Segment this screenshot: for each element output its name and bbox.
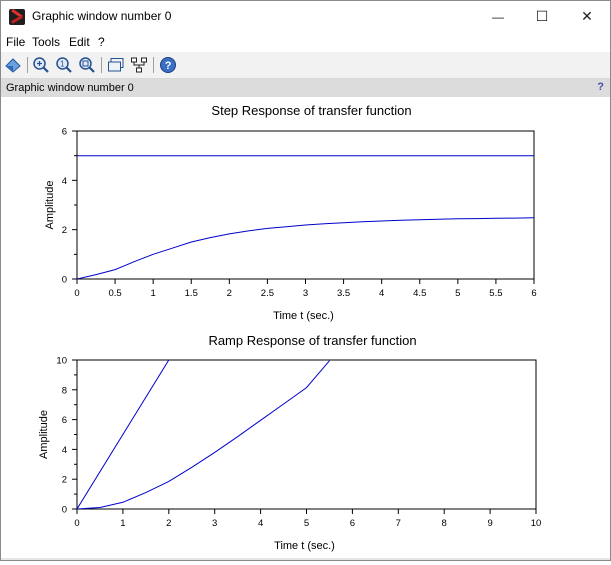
rotate-icon <box>5 58 21 73</box>
scilab-icon <box>9 8 25 25</box>
x-tick-label: 4 <box>379 288 384 299</box>
x-tick-label: 5.5 <box>489 288 502 299</box>
x-axis-label: Time t (sec.) <box>274 540 335 552</box>
close-icon: ✕ <box>581 8 593 24</box>
unzoom-icon: 1 <box>56 57 72 73</box>
y-axis-label: Amplitude <box>44 181 56 230</box>
menu-edit[interactable]: Edit <box>69 35 90 49</box>
info-bar-text: Graphic window number 0 <box>6 82 134 94</box>
y-axis-label: Amplitude <box>38 410 50 459</box>
x-tick-label: 1.5 <box>185 288 198 299</box>
y-tick-label: 0 <box>62 275 67 286</box>
y-tick-label: 6 <box>62 127 67 138</box>
x-tick-label: 10 <box>531 518 542 529</box>
window-title: Graphic window number 0 <box>32 9 172 23</box>
x-tick-label: 6 <box>350 518 355 529</box>
x-tick-label: 4.5 <box>413 288 426 299</box>
y-tick-label: 2 <box>62 475 67 486</box>
minimize-icon: — <box>492 9 504 24</box>
series-line-0 <box>77 360 170 509</box>
zoom-reset-button[interactable] <box>78 56 96 74</box>
x-tick-label: 8 <box>442 518 447 529</box>
y-tick-label: 6 <box>62 415 67 426</box>
series-line-1 <box>77 360 330 509</box>
rotate-button[interactable] <box>4 56 22 74</box>
x-tick-label: 1 <box>151 288 156 299</box>
x-axis-label: Time t (sec.) <box>273 310 334 322</box>
info-bar: Graphic window number 0 ? <box>1 79 610 97</box>
y-tick-label: 10 <box>56 356 67 367</box>
y-tick-label: 8 <box>62 385 67 396</box>
minimize-button[interactable]: — <box>475 1 521 32</box>
chart-title: Step Response of transfer function <box>211 103 411 118</box>
unzoom-button[interactable]: 1 <box>55 56 73 74</box>
datatip-icon <box>108 58 124 72</box>
x-tick-label: 9 <box>487 518 492 529</box>
zoom-reset-icon <box>79 57 95 73</box>
x-tick-label: 4 <box>258 518 263 529</box>
menu-tools[interactable]: Tools <box>32 35 61 49</box>
datatip-button[interactable] <box>107 56 125 74</box>
status-strip <box>1 558 610 560</box>
chart-title: Ramp Response of transfer function <box>208 333 416 348</box>
zoom-button[interactable] <box>32 56 50 74</box>
maximize-button[interactable]: ☐ <box>519 1 565 32</box>
data-tree-button[interactable] <box>130 56 148 74</box>
close-button[interactable]: ✕ <box>564 1 610 32</box>
x-tick-label: 0 <box>74 518 79 529</box>
series-line-1 <box>77 217 534 279</box>
menu-help[interactable]: ? <box>98 35 105 49</box>
x-tick-label: 5 <box>455 288 460 299</box>
x-tick-label: 3 <box>303 288 308 299</box>
plot-area: Step Response of transfer function 0 0.5 1 1… <box>1 97 610 560</box>
svg-text:1: 1 <box>60 60 65 69</box>
menu-file[interactable]: File <box>6 35 26 49</box>
info-help-icon[interactable]: ? <box>597 81 604 93</box>
x-tick-label: 2 <box>166 518 171 529</box>
x-tick-label: 2 <box>227 288 232 299</box>
plot-frame <box>76 359 537 510</box>
y-tick-label: 4 <box>62 445 67 456</box>
plot-canvas[interactable]: Step Response of transfer function 0 0.5 1 1… <box>1 97 610 560</box>
step-response-chart: Step Response of transfer function 0 0.5 1 1… <box>44 103 537 322</box>
svg-text:?: ? <box>165 60 172 72</box>
x-tick-label: 0.5 <box>108 288 121 299</box>
y-tick-label: 2 <box>62 225 67 236</box>
x-tick-label: 3 <box>212 518 217 529</box>
help-button[interactable]: ? <box>159 56 177 74</box>
y-tick-label: 4 <box>62 176 67 187</box>
y-tick-label: 0 <box>62 505 67 516</box>
x-tick-label: 3.5 <box>337 288 350 299</box>
x-tick-label: 1 <box>120 518 125 529</box>
x-tick-label: 7 <box>396 518 401 529</box>
x-tick-label: 5 <box>304 518 309 529</box>
title-bar[interactable]: Graphic window number 0 — ☐ ✕ <box>1 1 610 32</box>
ramp-response-chart: Ramp Response of transfer function 0 1 2 3 4 5… <box>38 333 541 552</box>
help-icon: ? <box>160 57 176 73</box>
x-tick-label: 0 <box>74 288 79 299</box>
x-tick-label: 2.5 <box>261 288 274 299</box>
maximize-icon: ☐ <box>535 8 549 24</box>
zoom-icon <box>33 57 49 73</box>
toolbar: 1 <box>1 52 610 79</box>
x-tick-label: 6 <box>531 288 536 299</box>
data-tree-icon <box>131 57 147 73</box>
menu-bar: File Tools Edit ? <box>1 32 610 52</box>
